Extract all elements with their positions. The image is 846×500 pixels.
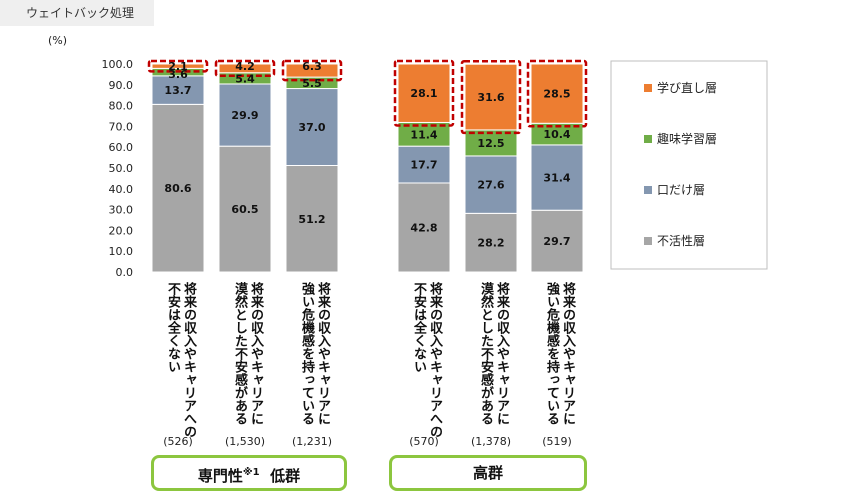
highlight-box	[214, 59, 276, 77]
bar-segment	[151, 103, 205, 273]
category-label-line: 不安は全くない	[165, 282, 180, 373]
data-label: 17.7	[410, 159, 437, 172]
category-label-line: 将来の収入やキャリアへの	[427, 282, 442, 438]
bar-segment	[151, 63, 205, 69]
data-label: 29.9	[231, 109, 258, 122]
bar-segment	[218, 145, 272, 273]
data-label: 2.1	[168, 60, 188, 73]
bar-segment	[530, 63, 584, 124]
group-box-low: 専門性※1 低群	[151, 455, 347, 491]
bar-segment	[464, 63, 518, 131]
data-label: 11.4	[410, 128, 437, 141]
data-label: 28.1	[410, 87, 437, 100]
category-label-line: 漠然とした不安感がある	[478, 282, 493, 425]
group-box-high: 高群	[389, 455, 587, 491]
sample-count: (519)	[542, 435, 572, 448]
group-label: 高群	[472, 464, 503, 482]
data-label: 28.5	[543, 88, 570, 101]
y-tick-label: 10.0	[109, 245, 134, 258]
data-label: 12.5	[477, 137, 504, 150]
bar-segment	[397, 182, 451, 273]
category-label-line: 将来の収入やキャリアに	[315, 282, 330, 425]
y-tick-label: 0.0	[116, 266, 134, 279]
y-unit-label: (%)	[48, 34, 67, 47]
data-label: 29.7	[543, 235, 570, 248]
legend-swatch	[644, 186, 652, 194]
data-label: 51.2	[298, 213, 325, 226]
y-tick-label: 40.0	[109, 183, 134, 196]
data-label: 3.6	[168, 68, 188, 81]
bar-segment	[285, 88, 339, 167]
sample-count: (1,530)	[224, 435, 266, 448]
bar-segment	[285, 165, 339, 273]
data-label: 31.4	[543, 172, 570, 185]
category-label-line: 将来の収入やキャリアに	[494, 282, 509, 425]
data-label: 37.0	[298, 121, 325, 134]
data-label: 42.8	[410, 221, 437, 234]
category-label-line: 強い危機感を持っている	[544, 282, 559, 425]
y-tick-label: 70.0	[109, 120, 134, 133]
y-tick-label: 20.0	[109, 224, 134, 237]
sample-count: (1,231)	[291, 435, 333, 448]
category-label: 将来の収入やキャリアに 漠然とした不安感がある	[477, 282, 509, 425]
weight-back-tag: ウェイトバック処理	[0, 0, 154, 26]
category-label: 将来の収入やキャリアに 強い危機感を持っている	[543, 282, 575, 425]
legend-swatch	[644, 237, 652, 245]
data-label: 6.3	[302, 60, 322, 73]
category-label-line: 将来の収入やキャリアへの	[181, 282, 196, 438]
legend-swatch	[644, 84, 652, 92]
data-label: 5.5	[302, 77, 322, 90]
highlight-box	[526, 59, 588, 128]
legend-entry: 不活性層	[657, 234, 705, 248]
category-label-line: 将来の収入やキャリアに	[248, 282, 263, 425]
highlight-box	[147, 59, 209, 73]
legend-entry: 口だけ層	[657, 183, 705, 197]
highlight-box	[281, 59, 343, 82]
data-label: 31.6	[477, 91, 504, 104]
sample-count: (570)	[409, 435, 439, 448]
category-label-line: 漠然とした不安感がある	[232, 282, 247, 425]
data-label: 28.2	[477, 237, 504, 250]
y-tick-label: 30.0	[109, 204, 134, 217]
category-label: 将来の収入やキャリアへの 不安は全くない	[410, 282, 442, 438]
highlight-box	[460, 59, 522, 135]
data-label: 60.5	[231, 203, 258, 216]
category-label: 将来の収入やキャリアに 漠然とした不安感がある	[231, 282, 263, 425]
legend-frame	[610, 60, 768, 270]
group-suffix: 低群	[270, 467, 301, 485]
sample-count: (1,378)	[470, 435, 512, 448]
category-label: 将来の収入やキャリアへの 不安は全くない	[164, 282, 196, 438]
category-label-line: 強い危機感を持っている	[299, 282, 314, 425]
y-tick-label: 90.0	[109, 79, 134, 92]
category-label-line: 不安は全くない	[411, 282, 426, 373]
bar-segment	[285, 63, 339, 78]
data-label: 13.7	[164, 84, 191, 97]
data-label: 10.4	[543, 128, 570, 141]
legend-entry: 学び直し層	[657, 80, 717, 95]
highlight-box	[393, 59, 455, 127]
data-label: 5.4	[235, 72, 255, 85]
y-tick-label: 60.0	[109, 141, 134, 154]
bar-segment	[218, 63, 272, 74]
bar-segment	[397, 63, 451, 123]
legend-swatch	[644, 135, 652, 143]
bar-segment	[464, 155, 518, 214]
group-label: 専門性	[197, 467, 243, 485]
legend-entry: 趣味学習層	[657, 131, 717, 146]
bar-segment	[530, 144, 584, 211]
y-tick-label: 80.0	[109, 100, 134, 113]
category-label: 将来の収入やキャリアに 強い危機感を持っている	[298, 282, 330, 425]
sample-count: (526)	[163, 435, 193, 448]
data-label: 27.6	[477, 179, 504, 192]
bar-segment	[464, 212, 518, 273]
y-tick-label: 100.0	[102, 58, 134, 71]
bar-segment	[151, 75, 205, 105]
y-tick-label: 50.0	[109, 162, 134, 175]
bar-segment	[530, 209, 584, 273]
group-footnote: ※1	[242, 467, 260, 478]
data-label: 80.6	[164, 182, 191, 195]
category-label-line: 将来の収入やキャリアに	[560, 282, 575, 425]
data-label: 4.2	[235, 60, 255, 73]
